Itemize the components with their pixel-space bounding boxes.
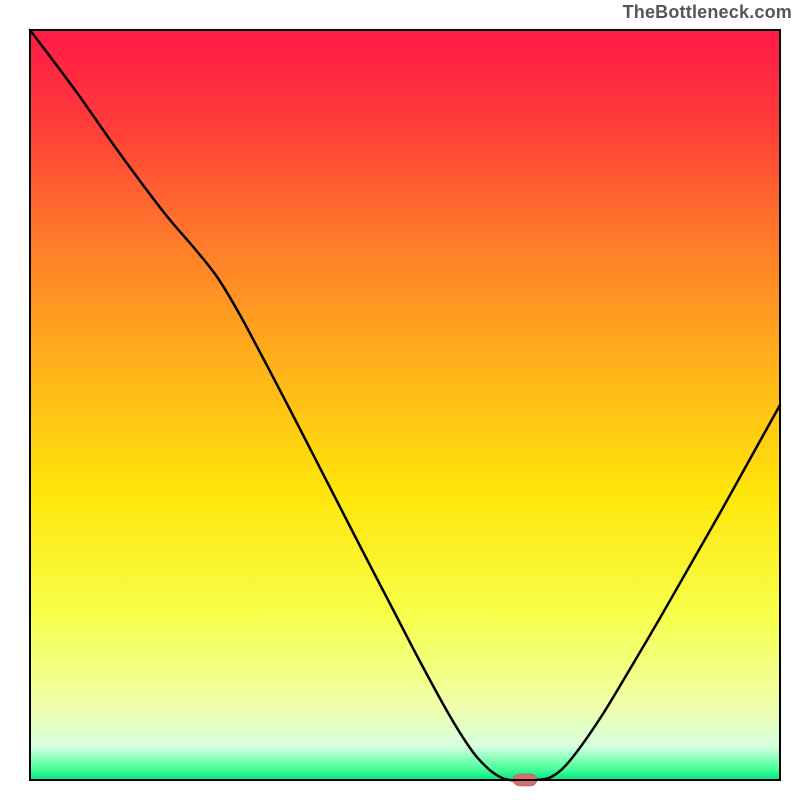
bottleneck-chart: TheBottleneck.com — [0, 0, 800, 800]
watermark-text: TheBottleneck.com — [623, 2, 792, 23]
plot-background — [30, 30, 780, 780]
chart-svg — [0, 0, 800, 800]
